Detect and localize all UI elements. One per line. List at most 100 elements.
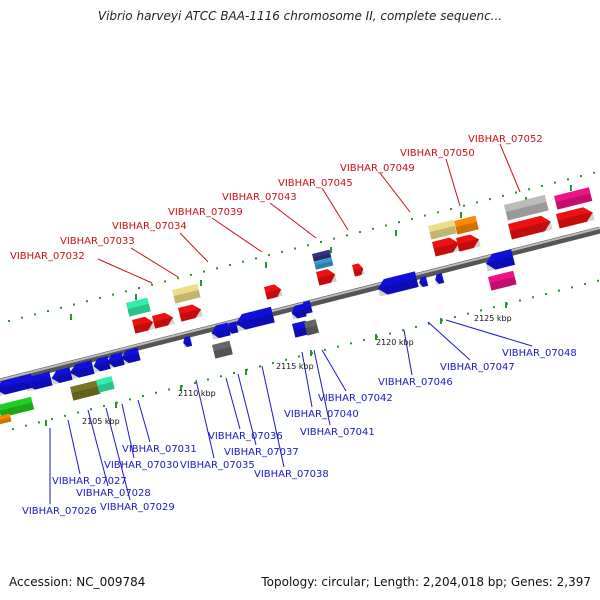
leader-line xyxy=(130,247,179,278)
tick-mark xyxy=(450,208,452,210)
tick-mark xyxy=(99,296,101,299)
gene-feature xyxy=(212,340,233,359)
tick-mark xyxy=(51,418,53,421)
tick-mark xyxy=(34,313,36,316)
tick-mark xyxy=(489,198,491,201)
tick-mark xyxy=(502,194,504,197)
scale-label: 2105 kbp xyxy=(82,417,120,426)
tick-mark xyxy=(593,171,595,174)
gene-feature xyxy=(456,234,481,252)
tick-mark xyxy=(38,421,40,424)
leader-line xyxy=(137,399,151,443)
gene-feature xyxy=(235,306,275,332)
gene-label-reverse: VIBHAR_07046 xyxy=(378,377,453,388)
gene-feature xyxy=(172,283,201,304)
major-tick xyxy=(180,385,182,391)
tick-mark xyxy=(350,342,352,345)
gene-label-forward: VIBHAR_07043 xyxy=(222,192,297,203)
gene-feature xyxy=(183,336,193,348)
gene-feature xyxy=(432,237,461,257)
gene-feature xyxy=(227,321,239,335)
tick-mark xyxy=(207,378,209,381)
tick-marks xyxy=(8,171,599,430)
tick-mark xyxy=(233,371,235,374)
leader-line xyxy=(87,409,109,487)
leader-line xyxy=(403,329,413,376)
leader-line xyxy=(121,403,135,459)
tick-mark xyxy=(151,283,153,286)
tick-mark xyxy=(584,283,586,286)
major-tick xyxy=(330,247,332,253)
tick-mark xyxy=(112,293,114,296)
tick-mark xyxy=(21,316,23,319)
tick-mark xyxy=(255,257,257,260)
gene-features xyxy=(0,187,595,425)
leader-line xyxy=(211,217,263,253)
gene-feature xyxy=(0,413,12,425)
tick-mark xyxy=(463,204,465,207)
leader-line xyxy=(321,187,349,231)
gene-label-forward: VIBHAR_07045 xyxy=(278,178,353,189)
gene-feature xyxy=(508,215,553,240)
accession-text: Accession: NC_009784 xyxy=(9,575,146,589)
gene-feature xyxy=(301,300,313,315)
gene-feature xyxy=(312,249,332,262)
gene-feature xyxy=(121,347,141,365)
gene-label-reverse: VIBHAR_07037 xyxy=(224,447,299,458)
tick-mark xyxy=(272,362,274,365)
leader-line xyxy=(97,258,153,284)
gene-label-reverse: VIBHAR_07040 xyxy=(284,409,359,420)
gene-feature xyxy=(178,304,203,322)
label-leader-lines xyxy=(49,143,533,504)
tick-mark xyxy=(47,310,49,313)
tick-mark xyxy=(90,408,92,411)
scale-label: 2125 kbp xyxy=(474,314,512,323)
gene-feature xyxy=(377,271,419,297)
tick-mark xyxy=(346,234,348,237)
tick-mark xyxy=(571,286,573,289)
gene-label-reverse: VIBHAR_07027 xyxy=(52,476,127,487)
leader-line xyxy=(269,202,317,239)
tick-mark xyxy=(294,247,296,250)
gene-feature xyxy=(428,219,457,240)
tick-mark xyxy=(229,263,231,266)
leader-line xyxy=(427,321,471,361)
leader-line xyxy=(445,319,533,347)
tick-mark xyxy=(515,191,517,194)
tick-mark xyxy=(12,427,14,430)
genome-summary-text: Topology: circular; Length: 2,204,018 bp… xyxy=(261,575,591,589)
gene-feature xyxy=(454,215,479,235)
gene-feature xyxy=(70,380,101,401)
major-tick xyxy=(440,318,442,324)
gene-feature xyxy=(419,276,429,288)
gene-feature xyxy=(435,273,445,285)
leader-line xyxy=(301,351,313,408)
tick-mark xyxy=(190,273,192,276)
gene-feature xyxy=(211,322,231,340)
gene-label-forward: VIBHAR_07049 xyxy=(340,163,415,174)
gene-feature xyxy=(93,356,111,373)
leader-line xyxy=(261,365,285,468)
gene-label-forward: VIBHAR_07039 xyxy=(168,207,243,218)
tick-mark xyxy=(359,231,361,234)
tick-mark xyxy=(389,332,391,335)
tick-mark xyxy=(77,411,79,414)
tick-mark xyxy=(337,345,339,348)
leader-line xyxy=(195,379,215,459)
gene-label-reverse: VIBHAR_07036 xyxy=(208,431,283,442)
tick-mark xyxy=(168,388,170,391)
forward-gene-labels: VIBHAR_07032 VIBHAR_07033 VIBHAR_07034 VIBH… xyxy=(10,134,543,262)
leader-line xyxy=(105,407,131,501)
tick-mark xyxy=(203,270,205,273)
tick-mark xyxy=(437,211,439,214)
tick-mark xyxy=(216,267,218,270)
major-tick xyxy=(115,402,117,408)
gene-label-reverse: VIBHAR_07048 xyxy=(502,348,577,359)
tick-mark xyxy=(554,181,556,184)
leader-line xyxy=(67,419,81,475)
major-tick xyxy=(375,334,377,340)
gene-feature xyxy=(485,249,516,272)
gene-label-reverse: VIBHAR_07026 xyxy=(22,506,97,517)
gene-feature xyxy=(304,319,320,336)
